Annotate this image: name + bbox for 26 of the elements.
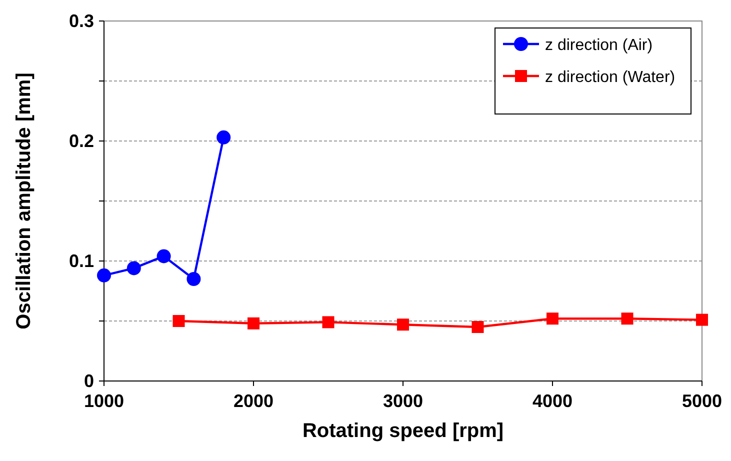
y-tick-label: 0 <box>84 371 94 391</box>
point <box>472 321 484 333</box>
y-tick-label: 0.3 <box>68 11 94 31</box>
x-tick-label: 4000 <box>532 391 573 411</box>
legend-label: z direction (Air) <box>545 37 653 54</box>
point <box>546 312 558 325</box>
point <box>97 268 111 282</box>
point <box>322 316 334 328</box>
point <box>621 312 634 325</box>
point <box>172 315 185 327</box>
point <box>126 261 141 276</box>
x-tick-label: 3000 <box>382 391 424 411</box>
y-tick-label: 0.1 <box>68 251 94 271</box>
point <box>216 130 231 144</box>
point <box>186 272 201 286</box>
y-tick-label: 0.2 <box>68 131 94 151</box>
point <box>397 318 409 331</box>
x-tick-label: 1000 <box>84 391 124 411</box>
point <box>156 249 171 264</box>
x-tick-label: 5000 <box>682 391 722 411</box>
x-axis-title: Rotating speed [rpm] <box>302 420 504 442</box>
point <box>248 317 260 330</box>
legend-label: z direction (Water) <box>545 69 676 86</box>
y-axis-title: Oscillation amplitude [mm] <box>13 72 35 330</box>
point <box>696 314 708 326</box>
x-tick-label: 2000 <box>233 391 274 411</box>
